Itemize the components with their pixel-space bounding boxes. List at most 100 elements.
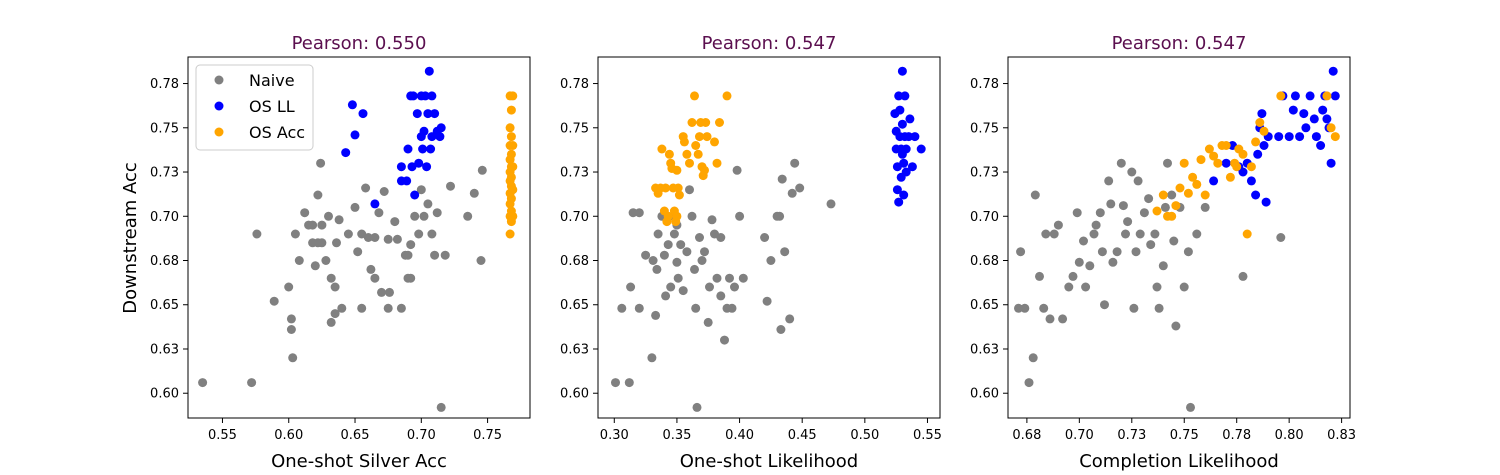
point-naive bbox=[1171, 321, 1181, 331]
point-os-ll bbox=[419, 126, 429, 136]
point-os-ll bbox=[424, 66, 434, 76]
x-tick-label: 0.35 bbox=[662, 428, 691, 443]
point-os-acc bbox=[657, 144, 667, 154]
point-os-acc bbox=[1259, 126, 1269, 136]
point-os-ll bbox=[1251, 190, 1261, 200]
point-naive bbox=[766, 256, 776, 265]
y-tick-label: 0.60 bbox=[970, 387, 999, 402]
point-naive bbox=[363, 233, 373, 242]
point-naive bbox=[357, 229, 367, 239]
point-naive bbox=[787, 188, 797, 198]
point-naive bbox=[1072, 208, 1082, 218]
point-os-ll bbox=[901, 144, 911, 154]
point-naive bbox=[477, 165, 487, 175]
point-os-acc bbox=[687, 118, 697, 127]
point-naive bbox=[1127, 167, 1137, 177]
point-naive bbox=[370, 273, 380, 283]
point-os-ll bbox=[905, 114, 915, 124]
panel-3-title: Pearson: 0.547 bbox=[1112, 33, 1247, 54]
point-naive bbox=[703, 317, 713, 327]
point-os-ll bbox=[1301, 123, 1311, 133]
point-naive bbox=[1095, 208, 1105, 218]
point-naive bbox=[1079, 236, 1088, 246]
point-naive bbox=[685, 185, 694, 195]
point-naive bbox=[700, 247, 709, 257]
point-os-ll bbox=[1209, 176, 1219, 186]
point-naive bbox=[1192, 229, 1202, 239]
point-naive bbox=[712, 273, 722, 283]
point-naive bbox=[669, 229, 679, 239]
x-tick-label: 0.78 bbox=[1222, 428, 1251, 443]
point-naive bbox=[337, 303, 347, 313]
point-naive bbox=[446, 181, 455, 191]
point-naive bbox=[1135, 229, 1145, 239]
x-tick-label: 0.30 bbox=[600, 428, 629, 443]
point-os-ll bbox=[396, 162, 406, 172]
point-os-acc bbox=[1221, 141, 1231, 150]
point-naive bbox=[430, 250, 440, 260]
point-os-acc bbox=[1204, 144, 1214, 154]
point-naive bbox=[653, 229, 663, 239]
point-naive bbox=[1276, 233, 1286, 242]
point-os-acc bbox=[701, 118, 711, 127]
point-naive bbox=[423, 199, 433, 209]
point-naive bbox=[663, 240, 673, 250]
point-os-acc bbox=[1183, 188, 1193, 198]
point-os-ll bbox=[910, 132, 920, 142]
point-naive bbox=[1058, 314, 1068, 324]
point-os-acc bbox=[505, 229, 515, 239]
x-tick-label: 0.55 bbox=[913, 428, 942, 443]
point-os-acc bbox=[702, 132, 712, 142]
point-naive bbox=[691, 303, 701, 313]
x-tick-label: 0.75 bbox=[1170, 428, 1199, 443]
y-tick-label: 0.75 bbox=[560, 121, 589, 136]
point-naive bbox=[673, 273, 683, 283]
point-naive bbox=[324, 211, 333, 221]
point-os-ll bbox=[412, 109, 422, 119]
point-os-acc bbox=[710, 137, 719, 147]
point-naive bbox=[666, 282, 676, 292]
point-os-ll bbox=[403, 144, 413, 154]
point-naive bbox=[1200, 202, 1210, 212]
x-tick-label: 0.73 bbox=[1117, 428, 1146, 443]
panel-2-title: Pearson: 0.547 bbox=[702, 33, 837, 54]
y-tick-label: 0.75 bbox=[970, 121, 999, 136]
point-os-ll bbox=[410, 190, 420, 200]
y-tick-label: 0.73 bbox=[970, 166, 999, 181]
point-naive bbox=[826, 199, 836, 209]
point-naive bbox=[406, 273, 416, 283]
point-naive bbox=[316, 158, 326, 168]
y-tick-label: 0.78 bbox=[560, 77, 589, 92]
y-tick-label: 0.63 bbox=[150, 342, 179, 357]
point-naive bbox=[383, 234, 393, 244]
point-naive bbox=[463, 211, 473, 221]
point-naive bbox=[357, 303, 367, 313]
panel-1-ylabel: Downstream Acc bbox=[120, 162, 141, 314]
point-os-acc bbox=[1225, 172, 1235, 182]
point-os-ll bbox=[907, 162, 917, 172]
point-naive bbox=[330, 282, 340, 292]
point-os-ll bbox=[430, 109, 440, 119]
point-os-ll bbox=[904, 132, 914, 142]
y-tick-label: 0.60 bbox=[560, 387, 589, 402]
point-naive bbox=[300, 208, 310, 218]
point-naive bbox=[286, 314, 296, 324]
point-os-ll bbox=[435, 132, 445, 142]
point-naive bbox=[695, 233, 704, 242]
point-os-ll bbox=[1290, 91, 1300, 101]
point-os-ll bbox=[426, 144, 436, 154]
point-naive bbox=[1100, 300, 1109, 310]
point-naive bbox=[436, 402, 446, 412]
legend-label-os-acc: OS Acc bbox=[249, 123, 305, 142]
y-tick-label: 0.73 bbox=[560, 166, 589, 181]
legend-marker-naive bbox=[214, 75, 224, 85]
y-tick-label: 0.68 bbox=[560, 254, 589, 269]
point-naive bbox=[730, 282, 739, 292]
point-naive bbox=[353, 247, 363, 257]
point-naive bbox=[406, 240, 416, 250]
point-naive bbox=[1150, 229, 1160, 239]
legend-label-naive: Naive bbox=[249, 71, 295, 90]
point-naive bbox=[628, 208, 638, 218]
point-os-acc bbox=[1175, 183, 1185, 193]
